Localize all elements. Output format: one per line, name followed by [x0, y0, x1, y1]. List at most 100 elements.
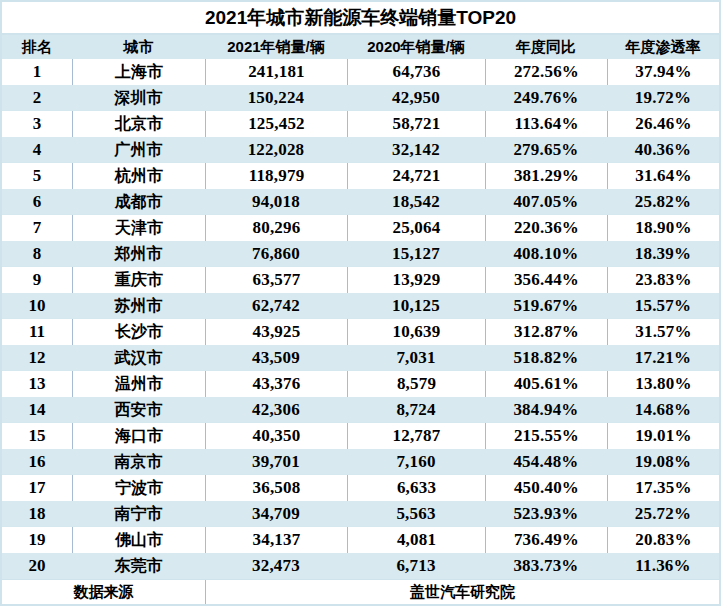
penetration-cell: 18.39%	[607, 241, 719, 267]
city-cell: 杭州市	[72, 163, 205, 189]
table-row: 5 杭州市 118,979 24,721 381.29% 31.64%	[2, 162, 719, 190]
header-sales-2021: 2021年销量/辆	[205, 38, 347, 57]
rank-cell: 13	[2, 371, 72, 397]
city-cell: 深圳市	[72, 85, 205, 111]
header-yoy: 年度同比	[485, 38, 607, 57]
rank-cell: 16	[2, 449, 72, 475]
city-cell: 北京市	[72, 111, 205, 137]
rank-cell: 14	[2, 397, 72, 423]
penetration-cell: 19.72%	[607, 85, 719, 111]
sales-2021-cell: 76,860	[205, 241, 347, 267]
table-row: 15 海口市 40,350 12,787 215.55% 19.01%	[2, 422, 719, 450]
sales-2021-cell: 43,509	[205, 345, 347, 371]
sales-2021-cell: 125,452	[205, 111, 347, 137]
rank-cell: 20	[2, 553, 72, 579]
rank-cell: 4	[2, 137, 72, 163]
yoy-cell: 518.82%	[485, 345, 607, 371]
city-cell: 温州市	[72, 371, 205, 397]
penetration-cell: 19.08%	[607, 449, 719, 475]
yoy-cell: 407.05%	[485, 189, 607, 215]
city-cell: 武汉市	[72, 345, 205, 371]
penetration-cell: 17.35%	[607, 475, 719, 501]
city-cell: 长沙市	[72, 319, 205, 345]
sales-2021-cell: 62,742	[205, 293, 347, 319]
rank-cell: 15	[2, 423, 72, 449]
table-row: 11 长沙市 43,925 10,639 312.87% 31.57%	[2, 318, 719, 346]
table-row: 6 成都市 94,018 18,542 407.05% 25.82%	[2, 189, 719, 215]
sales-2020-cell: 15,127	[347, 241, 485, 267]
table-footer-row: 数据来源 盖世汽车研究院	[2, 579, 719, 604]
city-cell: 宁波市	[72, 475, 205, 501]
table-row: 17 宁波市 36,508 6,633 450.40% 17.35%	[2, 474, 719, 502]
rank-cell: 2	[2, 85, 72, 111]
sales-2021-cell: 122,028	[205, 137, 347, 163]
rank-cell: 7	[2, 215, 72, 241]
city-cell: 成都市	[72, 189, 205, 215]
table-row: 3 北京市 125,452 58,721 113.64% 26.46%	[2, 110, 719, 138]
sales-2020-cell: 7,160	[347, 449, 485, 475]
penetration-cell: 40.36%	[607, 137, 719, 163]
yoy-cell: 381.29%	[485, 163, 607, 189]
yoy-cell: 383.73%	[485, 553, 607, 579]
yoy-cell: 408.10%	[485, 241, 607, 267]
rank-cell: 11	[2, 319, 72, 345]
yoy-cell: 450.40%	[485, 475, 607, 501]
city-cell: 上海市	[72, 59, 205, 85]
sales-2021-cell: 241,181	[205, 59, 347, 85]
penetration-cell: 15.57%	[607, 293, 719, 319]
sales-2021-cell: 80,296	[205, 215, 347, 241]
table-row: 13 温州市 43,376 8,579 405.61% 13.80%	[2, 370, 719, 398]
yoy-cell: 220.36%	[485, 215, 607, 241]
sales-2020-cell: 4,081	[347, 527, 485, 553]
city-cell: 东莞市	[72, 553, 205, 579]
sales-2020-cell: 25,064	[347, 215, 485, 241]
rank-cell: 8	[2, 241, 72, 267]
header-rank: 排名	[2, 38, 72, 57]
city-cell: 南京市	[72, 449, 205, 475]
sales-2021-cell: 32,473	[205, 553, 347, 579]
rank-cell: 10	[2, 293, 72, 319]
rank-cell: 9	[2, 267, 72, 293]
yoy-cell: 523.93%	[485, 501, 607, 527]
city-cell: 天津市	[72, 215, 205, 241]
penetration-cell: 23.83%	[607, 267, 719, 293]
city-cell: 苏州市	[72, 293, 205, 319]
penetration-cell: 17.21%	[607, 345, 719, 371]
yoy-cell: 113.64%	[485, 111, 607, 137]
sales-2020-cell: 8,579	[347, 371, 485, 397]
city-cell: 佛山市	[72, 527, 205, 553]
sales-top20-table: 盖世汽车 Gasgoo 盖世汽车 Gasgoo 盖世汽车 Gasgoo 盖世汽车…	[0, 0, 721, 606]
rank-cell: 6	[2, 189, 72, 215]
city-cell: 南宁市	[72, 501, 205, 527]
header-sales-2020: 2020年销量/辆	[347, 38, 485, 57]
sales-2020-cell: 6,713	[347, 553, 485, 579]
table-row: 18 南宁市 34,709 5,563 523.93% 25.72%	[2, 501, 719, 527]
sales-2021-cell: 40,350	[205, 423, 347, 449]
yoy-cell: 249.76%	[485, 85, 607, 111]
yoy-cell: 272.56%	[485, 59, 607, 85]
table-row: 4 广州市 122,028 32,142 279.65% 40.36%	[2, 137, 719, 163]
yoy-cell: 405.61%	[485, 371, 607, 397]
yoy-cell: 519.67%	[485, 293, 607, 319]
table-row: 20 东莞市 32,473 6,713 383.73% 11.36%	[2, 553, 719, 579]
penetration-cell: 31.64%	[607, 163, 719, 189]
penetration-cell: 25.82%	[607, 189, 719, 215]
page-title: 2021年城市新能源车终端销量TOP20	[205, 5, 516, 31]
penetration-cell: 11.36%	[607, 553, 719, 579]
sales-2020-cell: 12,787	[347, 423, 485, 449]
rank-cell: 18	[2, 501, 72, 527]
yoy-cell: 215.55%	[485, 423, 607, 449]
table-row: 14 西安市 42,306 8,724 384.94% 14.68%	[2, 397, 719, 423]
yoy-cell: 736.49%	[485, 527, 607, 553]
yoy-cell: 279.65%	[485, 137, 607, 163]
data-source-value: 盖世汽车研究院	[205, 580, 719, 604]
penetration-cell: 18.90%	[607, 215, 719, 241]
rank-cell: 12	[2, 345, 72, 371]
sales-2021-cell: 43,376	[205, 371, 347, 397]
penetration-cell: 13.80%	[607, 371, 719, 397]
sales-2020-cell: 5,563	[347, 501, 485, 527]
city-cell: 重庆市	[72, 267, 205, 293]
sales-2021-cell: 34,709	[205, 501, 347, 527]
table: 2021年城市新能源车终端销量TOP20 排名 城市 2021年销量/辆 202…	[2, 2, 719, 604]
table-title-row: 2021年城市新能源车终端销量TOP20	[2, 2, 719, 35]
